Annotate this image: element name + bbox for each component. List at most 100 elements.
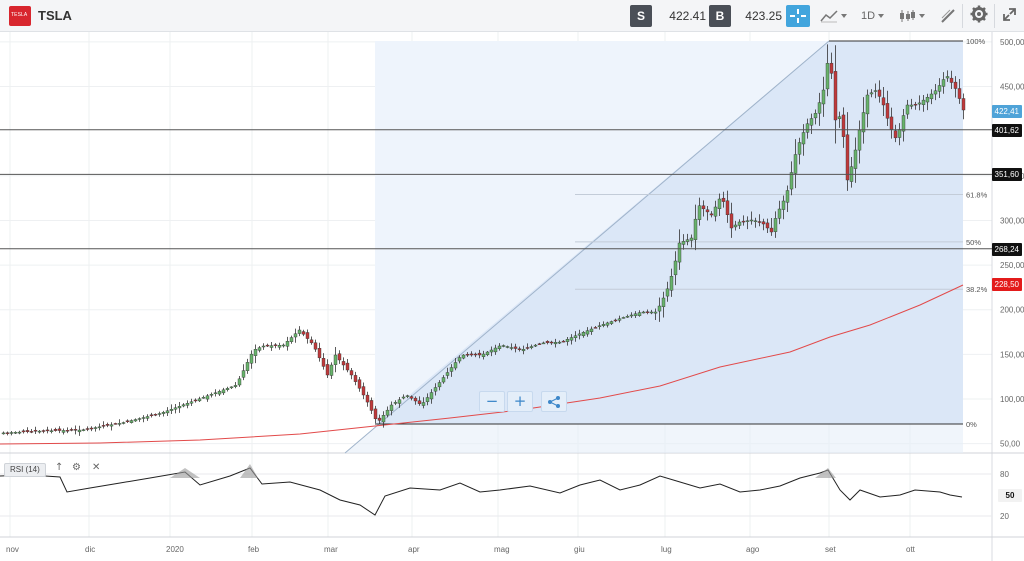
- candle-body: [721, 197, 726, 202]
- buy-label[interactable]: B: [709, 5, 731, 27]
- candle-body: [81, 429, 86, 431]
- candle-body: [353, 375, 358, 382]
- candle-body: [101, 425, 106, 427]
- candle-body: [413, 397, 418, 402]
- fib-level-label: 38.2%: [966, 285, 988, 294]
- candle-body: [301, 331, 306, 335]
- settings-icon[interactable]: [970, 5, 988, 25]
- candle-body: [705, 209, 710, 213]
- candle-body: [261, 345, 266, 348]
- zoom-out-button[interactable]: −: [479, 391, 505, 412]
- candle-body: [741, 220, 746, 223]
- candle-body: [13, 432, 18, 434]
- candle-body: [213, 392, 218, 394]
- candle-body: [897, 129, 902, 138]
- candle-body: [425, 397, 430, 402]
- share-icon[interactable]: [541, 391, 567, 412]
- price-tick-label: 200,00: [1000, 306, 1024, 315]
- toolbar-divider: [962, 4, 963, 28]
- candle-body: [37, 430, 42, 433]
- candle-body: [345, 362, 350, 371]
- candle-body: [801, 132, 806, 145]
- candle-body: [657, 305, 662, 312]
- candle-body: [469, 353, 474, 356]
- candle-body: [297, 329, 302, 334]
- candle-body: [737, 221, 742, 226]
- candle-body: [25, 430, 30, 432]
- candle-body: [233, 385, 238, 387]
- gear-icon[interactable]: ⚙: [72, 462, 81, 473]
- candle-body: [893, 130, 898, 139]
- candle-body: [93, 427, 98, 429]
- interval-selector[interactable]: 1D: [861, 6, 885, 26]
- candle-body: [597, 325, 602, 327]
- rsi-label[interactable]: RSI (14): [4, 463, 46, 477]
- candle-body: [765, 222, 770, 229]
- candle-body: [545, 340, 550, 343]
- candle-body: [189, 401, 194, 404]
- candle-body: [881, 97, 886, 106]
- candle-body: [169, 409, 174, 411]
- time-tick-label: mag: [494, 545, 510, 554]
- candle-body: [69, 429, 74, 431]
- fib-level-label: 100%: [966, 37, 986, 46]
- tesla-logo: TESLA: [9, 6, 31, 26]
- candle-body: [29, 431, 34, 433]
- sell-label[interactable]: S: [630, 5, 652, 27]
- candle-body: [557, 341, 562, 344]
- candle-body: [361, 386, 366, 396]
- candle-body: [841, 114, 846, 137]
- candlestick-icon[interactable]: [898, 6, 925, 26]
- candle-body: [461, 354, 466, 359]
- candle-body: [429, 392, 434, 400]
- zoom-in-button[interactable]: +: [507, 391, 533, 412]
- candle-body: [161, 412, 166, 414]
- candle-body: [617, 318, 622, 321]
- time-tick-label: giu: [574, 545, 585, 554]
- candle-body: [829, 62, 834, 74]
- horizontal-lines: [0, 129, 992, 250]
- candle-body: [845, 134, 850, 181]
- candle-body: [569, 337, 574, 341]
- candle-body: [689, 237, 694, 241]
- candle-body: [793, 154, 798, 174]
- price-tick-label: 500,00: [1000, 38, 1024, 47]
- arrow-up-icon[interactable]: ↑: [55, 462, 64, 473]
- candle-body: [249, 353, 254, 364]
- candle-body: [669, 276, 674, 291]
- candle-body: [581, 332, 586, 337]
- close-icon[interactable]: ✕: [92, 462, 101, 473]
- candle-body: [665, 288, 670, 297]
- candle-body: [725, 200, 730, 216]
- price-chart[interactable]: 100%61.8%50%38.2%0% 500,00450,00350,0030…: [0, 32, 1024, 561]
- sell-price[interactable]: 422.41: [669, 9, 706, 23]
- price-tick-label: 450,00: [1000, 83, 1024, 92]
- fib-trend-line: [344, 40, 830, 454]
- crosshair-icon[interactable]: [786, 5, 810, 27]
- candle-body: [945, 76, 950, 79]
- candle-body: [41, 430, 46, 432]
- time-tick-label: apr: [408, 545, 420, 554]
- candle-body: [433, 387, 438, 392]
- candle-body: [245, 362, 250, 371]
- candle-body: [593, 327, 598, 329]
- candle-body: [953, 81, 958, 89]
- expand-icon[interactable]: [1002, 7, 1017, 27]
- candle-body: [89, 427, 94, 430]
- candle-body: [141, 417, 146, 419]
- candle-body: [445, 372, 450, 376]
- candle-body: [925, 96, 930, 103]
- chart-toolbar: TESLA TSLA S 422.41 B 423.25 1D: [0, 0, 1024, 32]
- line-chart-icon[interactable]: [820, 6, 847, 26]
- candle-body: [949, 77, 954, 83]
- candle-body: [405, 395, 410, 397]
- candle-body: [109, 424, 114, 427]
- candle-body: [325, 364, 330, 376]
- draw-tools-icon[interactable]: [940, 6, 956, 26]
- time-tick-label: 2020: [166, 545, 184, 554]
- candle-body: [601, 324, 606, 326]
- candle-body: [493, 347, 498, 353]
- candle-body: [225, 388, 230, 390]
- buy-price[interactable]: 423.25: [745, 9, 782, 23]
- candle-body: [817, 102, 822, 114]
